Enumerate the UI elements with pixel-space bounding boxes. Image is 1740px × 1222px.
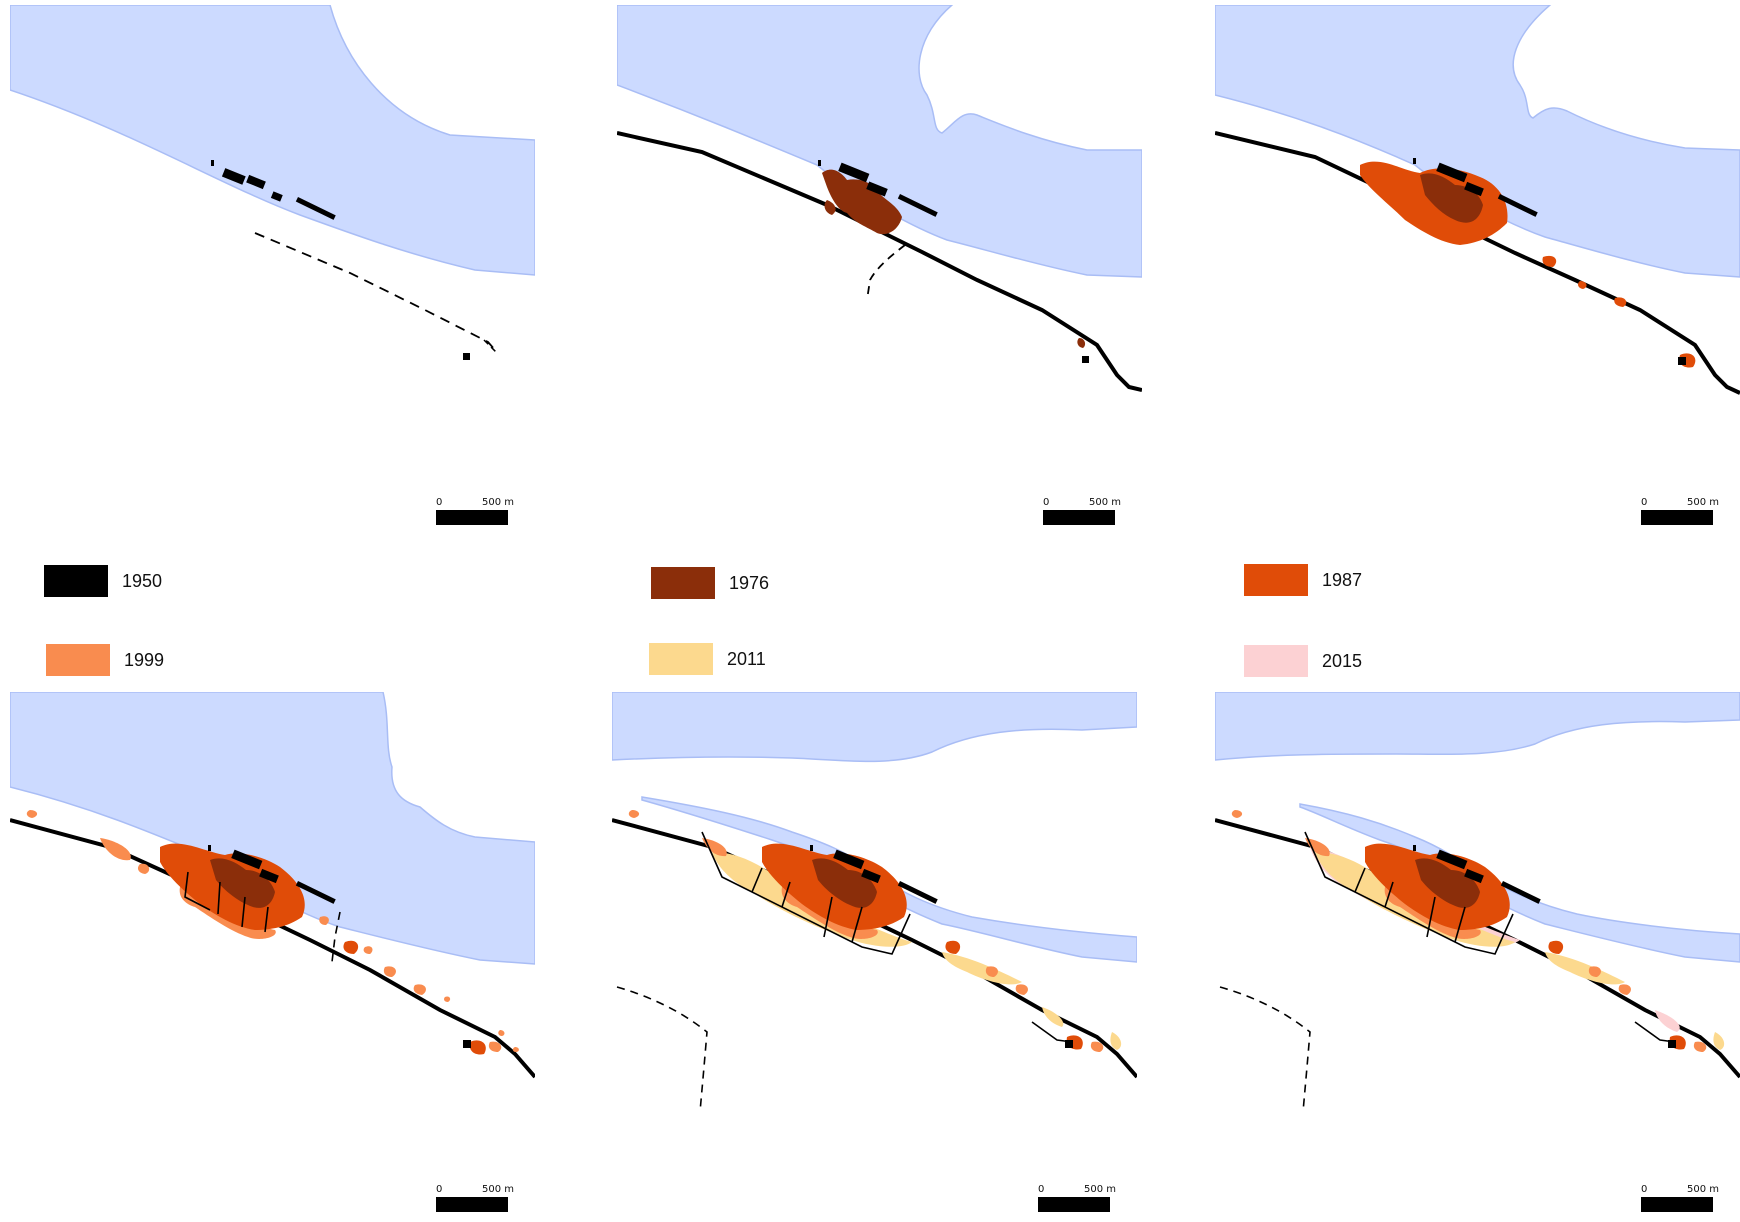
legend-label-1950: 1950	[122, 570, 163, 591]
settlement-1950	[211, 160, 470, 360]
water-body	[617, 5, 1142, 278]
settlement-1976	[210, 858, 275, 908]
water-body	[612, 692, 1137, 763]
legend-swatch-1976	[651, 567, 715, 599]
map-2011: 0 500 m	[612, 692, 1137, 1212]
water-body	[10, 5, 535, 276]
map-1987: 0 500 m	[1215, 5, 1740, 525]
legend-item-1976: 1976	[651, 566, 769, 600]
water-body	[1215, 5, 1740, 278]
legend-item-1987: 1987	[1244, 563, 1362, 597]
dashed-track	[616, 986, 708, 1113]
water-body	[1215, 692, 1740, 761]
settlement-1976	[812, 858, 877, 908]
settlement-1950	[1413, 158, 1686, 365]
settlement-1950	[208, 845, 471, 1048]
dashed-track	[254, 232, 497, 352]
main-road	[10, 818, 535, 1079]
dashed-track	[1219, 986, 1311, 1113]
legend-label-1999: 1999	[124, 649, 165, 670]
legend-item-1999: 1999	[46, 643, 164, 677]
svg-text:0: 0	[1641, 1184, 1647, 1195]
svg-text:500 m: 500 m	[1687, 497, 1719, 508]
svg-text:500 m: 500 m	[482, 497, 514, 508]
settlement-1976	[1420, 173, 1483, 223]
scale-bar: 0 500 m	[1038, 1184, 1116, 1212]
svg-text:0: 0	[1641, 497, 1647, 508]
legend-label-1987: 1987	[1322, 569, 1363, 590]
local-roads	[701, 831, 1073, 1043]
svg-text:0: 0	[436, 497, 442, 508]
map-panel-2011: 0 500 m	[612, 692, 1137, 1222]
dashed-track	[866, 244, 906, 301]
legend-swatch-2015	[1244, 645, 1308, 677]
svg-text:0: 0	[436, 1184, 442, 1195]
legend-label-2015: 2015	[1322, 650, 1363, 671]
settlement-1950	[818, 160, 1089, 363]
water-body	[10, 692, 535, 965]
legend-item-2011: 2011	[649, 642, 766, 676]
legend-swatch-1999	[46, 644, 110, 676]
scale-bar: 0 500 m	[1641, 1184, 1719, 1212]
svg-text:0: 0	[1043, 497, 1049, 508]
legend-item-2015: 2015	[1244, 644, 1362, 678]
map-1976: 0 500 m	[617, 5, 1142, 525]
settlement-1950	[1413, 845, 1676, 1048]
legend-swatch-1987	[1244, 564, 1308, 596]
svg-text:500 m: 500 m	[1084, 1184, 1116, 1195]
legend-label-2011: 2011	[727, 648, 766, 669]
map-panel-1976: 0 500 m	[617, 5, 1142, 535]
legend-swatch-1950	[44, 565, 108, 597]
svg-text:500 m: 500 m	[1089, 497, 1121, 508]
map-panel-1987: 0 500 m	[1215, 5, 1740, 535]
map-1999: 0 500 m	[10, 692, 535, 1212]
local-roads	[184, 871, 269, 933]
svg-text:500 m: 500 m	[482, 1184, 514, 1195]
scale-bar: 0 500 m	[1043, 497, 1121, 525]
settlement-1976	[822, 169, 1086, 348]
legend-swatch-2011	[649, 643, 713, 675]
scale-bar: 0 500 m	[1641, 497, 1719, 525]
map-1950: 0 500 m	[10, 5, 535, 525]
map-2015: 0 500 m	[1215, 692, 1740, 1212]
legend-item-1950: 1950	[44, 564, 162, 598]
map-panel-2015: 0 500 m	[1215, 692, 1740, 1222]
settlement-1976	[1415, 858, 1480, 908]
map-panel-1950: 0 500 m	[10, 5, 535, 535]
settlement-1950	[810, 845, 1073, 1048]
dashed-track	[331, 911, 341, 963]
local-roads	[1304, 831, 1676, 1043]
main-road	[617, 131, 1142, 392]
scale-bar: 0 500 m	[436, 1184, 514, 1212]
map-panel-1999: 0 500 m	[10, 692, 535, 1222]
svg-text:0: 0	[1038, 1184, 1044, 1195]
scale-bar: 0 500 m	[436, 497, 514, 525]
svg-text:500 m: 500 m	[1687, 1184, 1719, 1195]
legend-label-1976: 1976	[729, 572, 770, 593]
